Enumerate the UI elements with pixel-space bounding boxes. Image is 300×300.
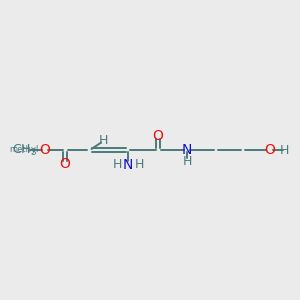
Text: H: H (99, 134, 108, 147)
Text: H: H (280, 143, 289, 157)
Text: methyl: methyl (10, 146, 39, 154)
Text: N: N (123, 158, 133, 172)
Text: O: O (264, 143, 275, 157)
Text: N: N (182, 143, 192, 157)
Text: O: O (39, 143, 50, 157)
Text: O: O (60, 157, 70, 171)
Text: H: H (182, 154, 192, 168)
Text: H: H (135, 158, 144, 171)
Text: O: O (153, 129, 164, 143)
Text: H: H (112, 158, 122, 171)
Text: CH$_3$: CH$_3$ (12, 142, 37, 158)
